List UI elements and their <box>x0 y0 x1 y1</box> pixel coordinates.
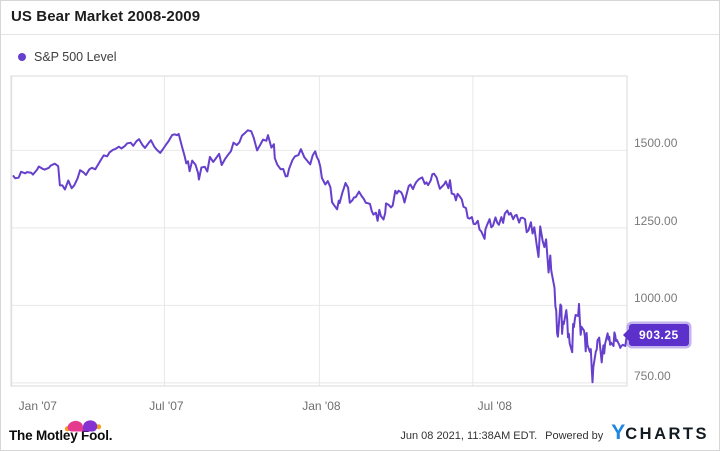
title-divider <box>1 34 719 35</box>
ycharts-wordmark: CHARTS <box>625 425 709 443</box>
y-axis-label: 750.00 <box>634 368 671 383</box>
motley-fool-wordmark: The Motley Fool. <box>9 428 113 443</box>
last-value-badge: 903.25 <box>629 324 689 347</box>
x-axis-label: Jan '07 <box>18 399 57 413</box>
ycharts-y-glyph: Y <box>611 421 626 444</box>
attribution: Jun 08 2021, 11:38AM EDT. Powered by Y CH… <box>400 422 709 445</box>
legend-label: S&P 500 Level <box>34 50 117 64</box>
jester-hat-icon <box>64 420 102 432</box>
y-axis-label: 1000.00 <box>634 291 678 306</box>
page-title: US Bear Market 2008-2009 <box>11 8 201 25</box>
x-axis-label: Jul '07 <box>149 399 184 413</box>
y-axis-label: 1500.00 <box>634 136 678 151</box>
sp500-line <box>12 129 628 384</box>
x-axis-label: Jul '08 <box>477 399 512 413</box>
footer: The Motley Fool. Jun 08 2021, 11:38AM ED… <box>9 411 709 445</box>
legend: S&P 500 Level <box>18 50 116 64</box>
timestamp: Jun 08 2021, 11:38AM EDT. <box>400 430 538 442</box>
legend-marker-icon <box>18 53 26 61</box>
x-axis-label: Jan '08 <box>302 399 341 413</box>
motley-fool-logo: The Motley Fool. <box>9 414 113 445</box>
plot-border <box>10 75 628 387</box>
powered-by-label: Powered by <box>545 430 604 442</box>
ycharts-logo: Y CHARTS <box>611 422 709 443</box>
last-value-text: 903.25 <box>639 328 679 343</box>
y-axis-label: 1250.00 <box>634 213 678 228</box>
